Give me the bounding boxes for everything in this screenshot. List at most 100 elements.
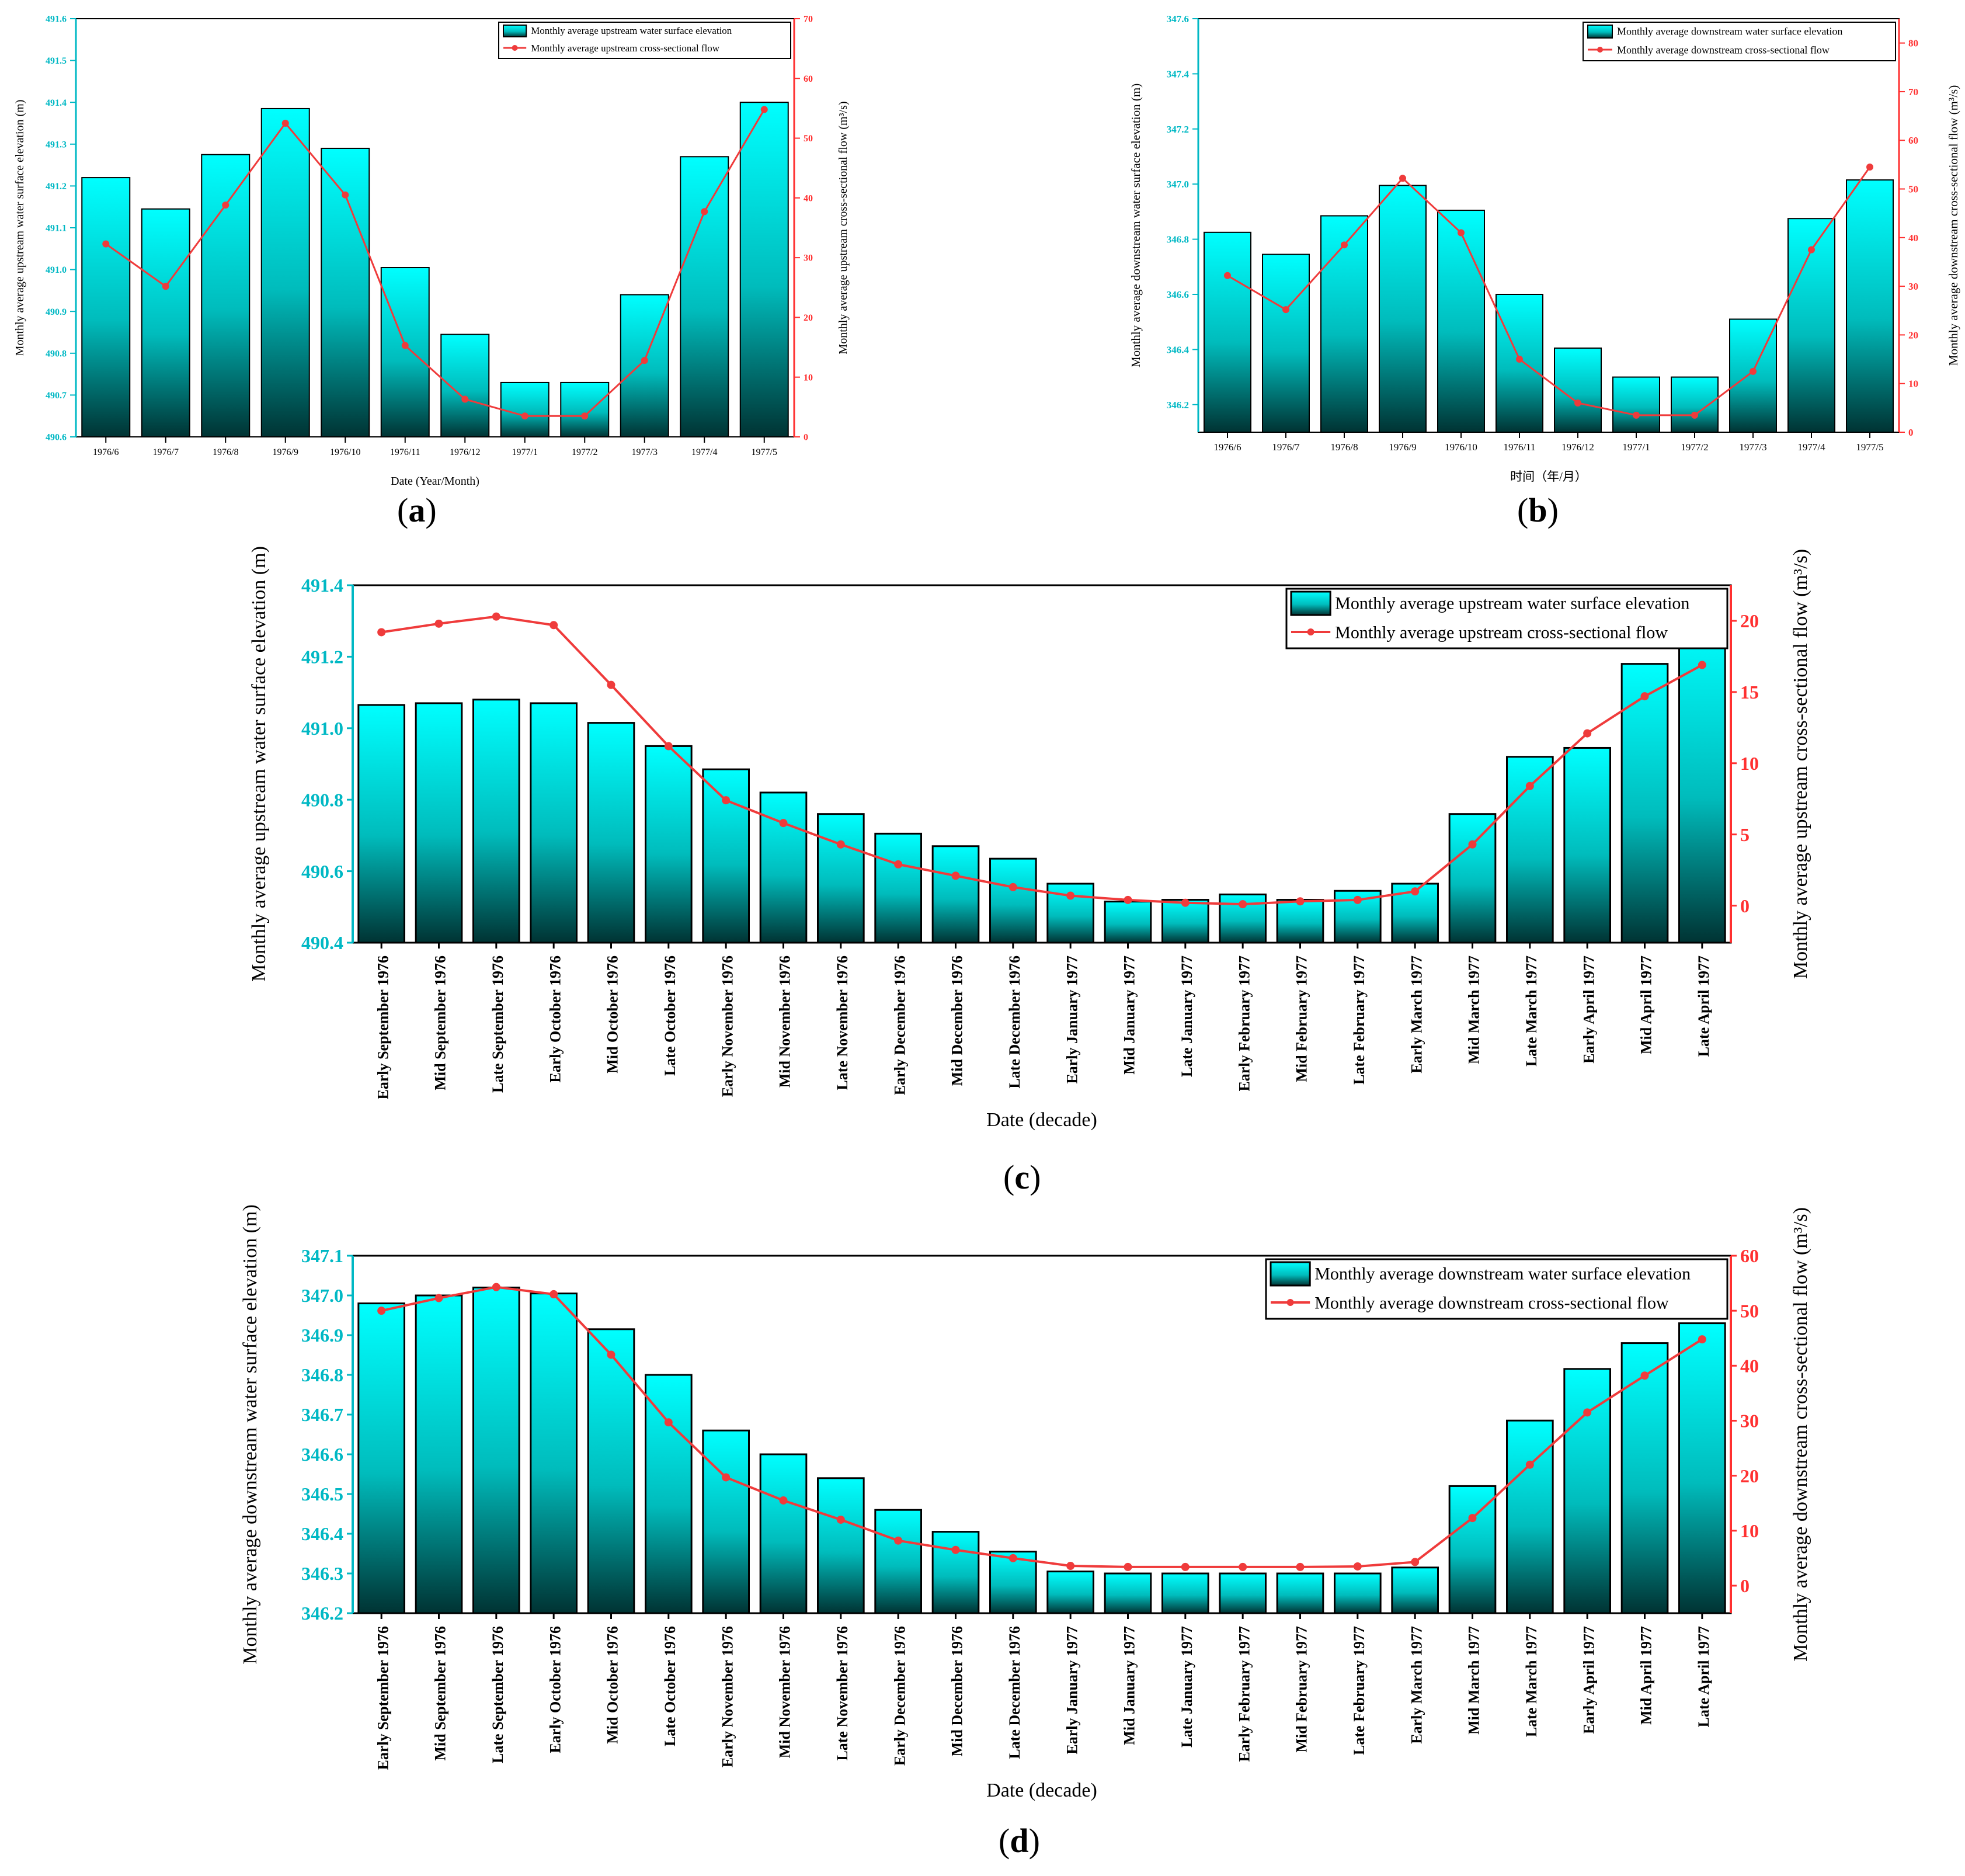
bar: [530, 1293, 578, 1614]
flow-point: [1458, 229, 1465, 237]
bar: [817, 1477, 865, 1614]
x-tick-label: Early January 1977: [1063, 956, 1080, 1084]
flow-point: [607, 680, 615, 689]
x-tick-label: Early October 1976: [547, 956, 564, 1083]
legend-box: [1583, 22, 1896, 61]
flow-point: [549, 1290, 558, 1298]
right-tick-label: 60: [1740, 1245, 1759, 1266]
x-tick-label: Early December 1976: [891, 956, 908, 1095]
chart-a: 490.6 490.7 490.8 490.9 491.0 491.1 491.2 491.3…: [13, 15, 850, 488]
x-tick-label: 1977/3: [632, 447, 658, 457]
right-tick-label: 20: [804, 313, 813, 323]
left-tick-label: 490.7: [46, 391, 67, 401]
left-tick-label: 346.4: [301, 1523, 343, 1544]
x-tick-label: 1976/8: [1330, 442, 1358, 453]
right-tick-label: 10: [1908, 378, 1918, 390]
right-tick-label: 0: [804, 433, 808, 443]
left-tick-label: 346.6: [1167, 289, 1189, 300]
bar: [1506, 1419, 1554, 1614]
panel-label-b: (b): [1517, 491, 1559, 529]
bar: [260, 107, 310, 437]
flow-point: [1224, 272, 1231, 279]
x-tick-label: Late February 1977: [1351, 1626, 1368, 1755]
bar: [1262, 253, 1310, 433]
flow-point: [1411, 1558, 1420, 1566]
right-tick-label: 20: [1908, 329, 1918, 341]
left-tick-label: 491.2: [301, 647, 343, 668]
flow-point: [894, 860, 903, 868]
x-tick-label: 1977/5: [752, 447, 777, 457]
right-tick-label: 40: [1908, 232, 1918, 244]
flow-line: [1227, 166, 1871, 416]
flow-point: [1583, 1408, 1592, 1417]
right-tick-label: 60: [1908, 135, 1918, 146]
left-tick-label: 347.4: [1167, 68, 1190, 79]
flow-point: [664, 1418, 673, 1427]
flow-point: [1640, 1371, 1649, 1380]
bar: [1437, 210, 1485, 433]
left-tick-label: 346.2: [1167, 399, 1189, 411]
right-tick-label: 5: [1740, 824, 1750, 845]
bar: [1678, 620, 1726, 944]
legend-box: [498, 22, 791, 59]
legend-line-marker: [1307, 628, 1314, 635]
bar: [1219, 1572, 1267, 1614]
flow-point: [521, 412, 528, 420]
flow-point: [1698, 1335, 1706, 1344]
left-tick-label: 491.0: [301, 718, 343, 739]
x-tick-label: Mid November 1976: [777, 1626, 794, 1758]
right-tick-label: 15: [1740, 682, 1759, 703]
x-tick-label: Mid January 1977: [1121, 1626, 1138, 1745]
x-tick-label: 1977/2: [572, 447, 597, 457]
left-tick-label: 491.5: [46, 56, 67, 66]
left-tick-label: 491.1: [46, 224, 67, 234]
flow-point: [1341, 241, 1348, 249]
x-tick-label: Late December 1976: [1006, 1626, 1023, 1759]
legend-line-label: Monthly average upstream cross-sectional…: [531, 43, 720, 54]
bar: [587, 1328, 635, 1614]
flow-point: [1124, 895, 1132, 904]
flow-point: [722, 1473, 731, 1482]
bar: [1620, 1342, 1669, 1614]
flow-point: [1239, 900, 1247, 909]
x-tick-label: 1977/1: [512, 447, 538, 457]
flow-point: [722, 796, 731, 805]
x-axis-label: Date (Year/Month): [391, 475, 479, 488]
x-tick-label: Early April 1977: [1580, 956, 1597, 1064]
right-tick-label: 0: [1740, 1575, 1750, 1596]
flow-point: [434, 1294, 443, 1302]
flow-point: [760, 106, 768, 113]
x-tick-label: Late January 1977: [1178, 1626, 1195, 1748]
legend-bar-label: Monthly average upstream water surface e…: [1335, 594, 1689, 613]
bar: [1563, 1368, 1611, 1614]
flow-point: [1399, 175, 1406, 182]
x-tick-label: Early April 1977: [1580, 1626, 1597, 1734]
y2-axis-label: Monthly average downstream cross-section…: [1790, 1207, 1811, 1662]
flow-point: [162, 283, 169, 290]
bar: [201, 154, 251, 437]
bar: [1391, 1566, 1439, 1614]
legend-bar-label: Monthly average downstream water surface…: [1617, 26, 1842, 37]
right-tick-label: 20: [1740, 610, 1759, 631]
x-axis-label: 时间（年/月）: [1510, 470, 1587, 484]
right-tick-label: 30: [1740, 1411, 1759, 1432]
x-tick-label: Early November 1976: [719, 1626, 736, 1767]
bar: [1448, 813, 1497, 944]
x-tick-label: Mid October 1976: [604, 1626, 621, 1744]
flow-point: [342, 191, 349, 199]
x-tick-label: 1977/2: [1681, 442, 1708, 453]
flow-point: [492, 1283, 500, 1291]
flow-point: [836, 840, 845, 849]
bar: [530, 702, 578, 944]
bar: [931, 845, 980, 944]
right-tick-label: 80: [1908, 38, 1918, 49]
legend-bar-swatch: [1290, 590, 1331, 616]
flow-point: [1181, 1562, 1190, 1571]
x-tick-label: 1977/3: [1739, 442, 1766, 453]
flow-point: [401, 342, 409, 349]
right-tick-label: 50: [1908, 183, 1918, 194]
bar: [472, 699, 520, 944]
bar: [702, 1429, 750, 1614]
legend-line-label: Monthly average downstream cross-section…: [1314, 1294, 1669, 1313]
flow-point: [951, 871, 960, 880]
